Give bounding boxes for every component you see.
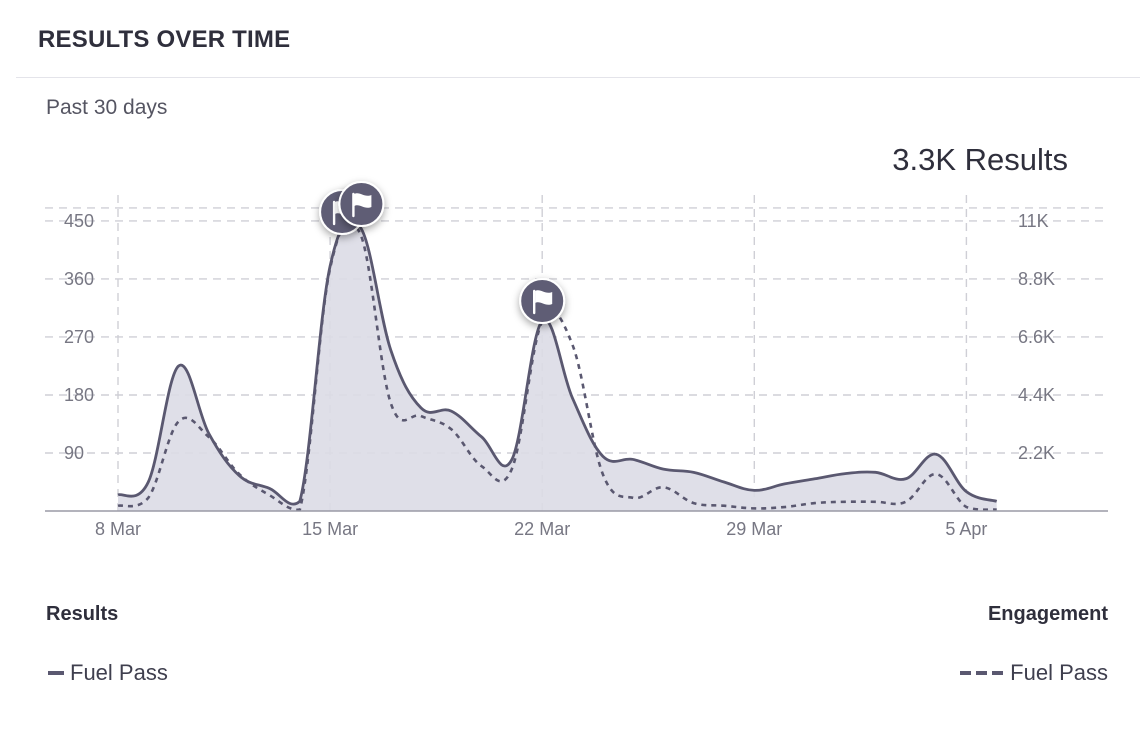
x-tick-label: 15 Mar <box>302 519 358 539</box>
legend-heading-engagement: Engagement <box>987 603 1108 625</box>
y-left-tick-label: 180 <box>64 385 94 405</box>
header-divider <box>16 77 1140 78</box>
x-tick-label: 29 Mar <box>726 519 782 539</box>
y-left-tick-label: 360 <box>64 269 94 289</box>
results-area <box>118 219 997 511</box>
solid-line-swatch-icon <box>48 671 64 675</box>
y-right-tick-label: 11K <box>1018 211 1049 231</box>
period-label[interactable]: Past 30 days <box>46 96 168 119</box>
y-left-tick-label: 270 <box>64 327 94 347</box>
y-left-tick-label: 450 <box>64 211 94 231</box>
flag-marker[interactable] <box>338 181 385 227</box>
y-left-tick-label: 90 <box>64 443 84 463</box>
engagement-line[interactable] <box>117 220 997 512</box>
results-line[interactable] <box>117 218 998 506</box>
y-right-tick-label: 8.8K <box>1018 269 1055 289</box>
legend-item-label: Fuel Pass <box>70 660 168 685</box>
x-tick-label: 8 Mar <box>95 519 141 539</box>
legend-item-engagement[interactable]: Fuel Pass <box>960 660 1108 686</box>
flag-marker[interactable] <box>519 278 566 324</box>
flag-icon <box>535 290 553 305</box>
y-right-tick-label: 6.6K <box>1018 327 1055 347</box>
legend-item-label: Fuel Pass <box>1010 660 1108 685</box>
x-tick-label: 22 Mar <box>514 519 570 539</box>
card-title: RESULTS OVER TIME <box>38 26 291 53</box>
x-tick-label: 5 Apr <box>945 519 987 539</box>
dashed-line-swatch-icon <box>960 671 1005 675</box>
legend-item-results[interactable]: Fuel Pass <box>48 660 168 686</box>
y-right-tick-label: 4.4K <box>1018 385 1055 405</box>
y-right-tick-label: 2.2K <box>1018 443 1055 463</box>
total-results: 3.3K Results <box>892 142 1068 177</box>
legend-heading-results: Results <box>46 603 119 625</box>
flag-icon <box>354 193 372 208</box>
